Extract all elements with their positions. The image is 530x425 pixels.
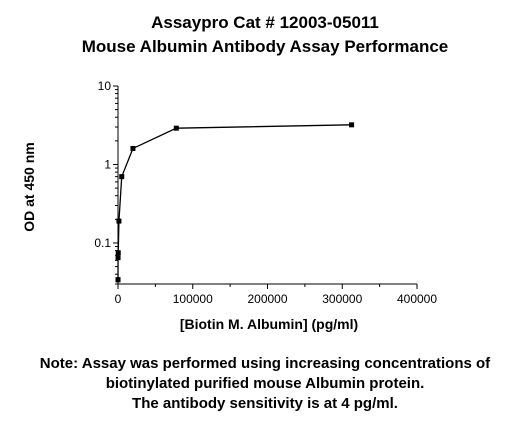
note-line-1: Note: Assay was performed using increasi… (39, 355, 491, 372)
x-tick-label: 400000 (397, 292, 437, 306)
data-point (349, 122, 355, 128)
series-line (117, 124, 352, 281)
x-tick-label: 200000 (247, 292, 287, 306)
data-point (115, 255, 121, 261)
note-line-3: The antibody sensitivity is at 4 pg/ml. (132, 395, 398, 412)
x-tick-label: 0 (115, 292, 122, 306)
data-point (115, 250, 121, 256)
note-line-2: biotinylated purified mouse Albumin prot… (105, 375, 425, 392)
chart-subtitle: Mouse Albumin Antibody Assay Performance (81, 37, 449, 56)
y-tick-label: 1 (104, 157, 111, 171)
data-point (116, 218, 122, 224)
x-tick-label: 100000 (173, 292, 213, 306)
data-point (173, 125, 179, 131)
x-tick-label: 300000 (322, 292, 362, 306)
chart-title: Assaypro Cat # 12003-05011 (151, 13, 379, 32)
data-point (130, 145, 136, 151)
y-tick-label: 10 (98, 79, 112, 93)
x-axis-label: [Biotin M. Albumin] (pg/ml) (179, 316, 359, 332)
y-tick-label: 0.1 (94, 236, 111, 250)
data-point (115, 277, 121, 283)
data-point (119, 174, 125, 180)
y-axis-label: OD at 450 nm (21, 142, 37, 232)
